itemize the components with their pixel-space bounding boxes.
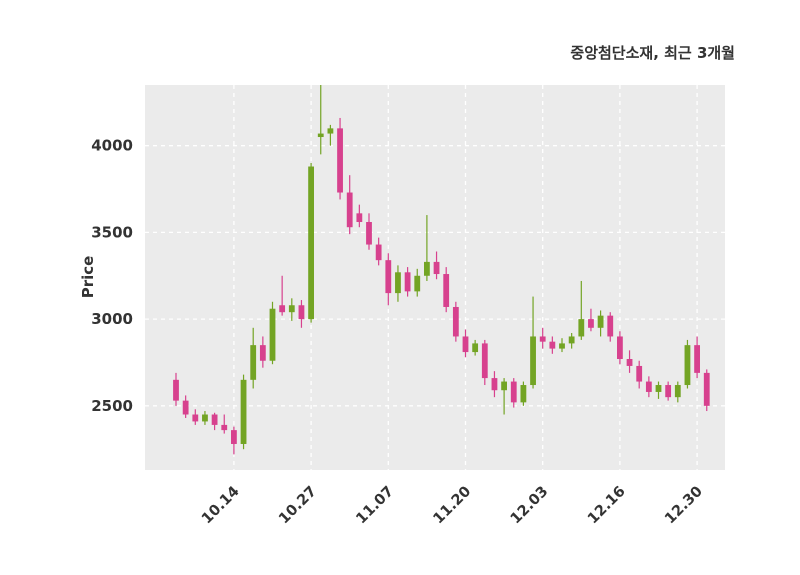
candle-body <box>665 385 672 398</box>
plot-area <box>145 85 725 470</box>
candle-body <box>452 306 459 337</box>
candle-body <box>588 319 594 328</box>
candle-body <box>481 343 488 379</box>
candle-body <box>385 260 392 294</box>
candle-body <box>645 381 652 392</box>
candle-body <box>327 128 334 134</box>
y-tick-label: 4000 <box>91 137 133 155</box>
candle-body <box>240 379 247 444</box>
candle-body <box>520 385 527 403</box>
candle-body <box>655 385 662 392</box>
candle-body <box>308 166 314 320</box>
candle-body <box>259 345 266 361</box>
candle-body <box>211 414 218 425</box>
candle-body <box>366 222 372 245</box>
y-tick-label: 2500 <box>91 397 133 415</box>
candle-body <box>288 305 295 313</box>
candle-body <box>472 343 479 353</box>
chart-title: 중앙첨단소재, 최근 3개월 <box>570 44 735 62</box>
candle-body <box>462 336 469 353</box>
candle-body <box>221 424 228 431</box>
candle-body <box>182 400 189 415</box>
candle-body <box>501 381 507 391</box>
candle-body <box>597 315 604 328</box>
candle-body <box>414 275 421 292</box>
candle-body <box>626 359 633 366</box>
candle-body <box>559 343 565 349</box>
candle-body <box>395 272 401 294</box>
candle-body <box>231 430 237 444</box>
x-tick-label: 12.16 <box>585 484 629 528</box>
candle-body <box>549 341 556 349</box>
candle-body <box>269 308 276 361</box>
candle-body <box>530 336 536 386</box>
x-tick-label: 11.07 <box>353 484 397 528</box>
candle-body <box>491 378 498 391</box>
candle-body <box>607 315 614 337</box>
candle-body <box>510 381 517 403</box>
candle-body <box>674 385 681 398</box>
candle-body <box>404 272 411 292</box>
candle-body <box>617 336 623 360</box>
candle-body <box>192 414 199 422</box>
candle-body <box>337 128 343 193</box>
candle-body <box>703 372 710 406</box>
candle-body <box>250 345 257 380</box>
candle-body <box>375 244 382 261</box>
candle-body <box>173 379 179 401</box>
x-tick-label: 12.03 <box>508 484 552 528</box>
x-tick-label: 11.20 <box>431 484 475 528</box>
candle-body <box>433 261 440 275</box>
candle-body <box>694 345 700 373</box>
candle-body <box>636 365 643 382</box>
y-axis-label: Price <box>79 255 97 299</box>
candle-body <box>279 305 286 313</box>
x-tick-label: 12.30 <box>662 484 706 528</box>
candle-body <box>539 336 546 342</box>
candle-body <box>443 274 450 307</box>
candle-body <box>346 192 353 228</box>
candle-body <box>356 213 363 223</box>
candle-body <box>568 336 575 344</box>
x-tick-label: 10.14 <box>199 484 243 528</box>
candle-body <box>317 133 324 138</box>
y-tick-label: 3500 <box>91 223 133 241</box>
candle-body <box>578 319 585 337</box>
y-tick-label: 3000 <box>91 310 133 328</box>
candle-body <box>424 261 430 276</box>
candle-body <box>684 345 691 386</box>
x-tick-label: 10.27 <box>276 484 320 528</box>
candle-body <box>298 305 305 320</box>
candle-body <box>202 414 208 422</box>
